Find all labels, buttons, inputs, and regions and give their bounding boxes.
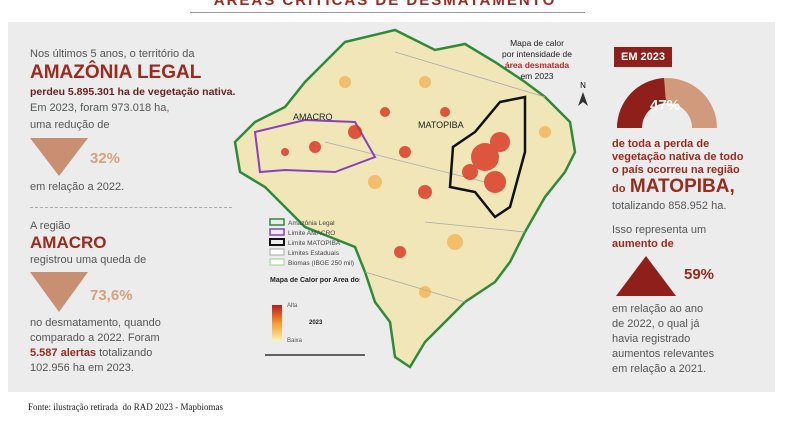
text: totalizando [99,347,153,359]
triangle-up [616,256,676,296]
half-donut: 47% [616,78,717,128]
heading: AMAZÔNIA LEGAL [30,62,202,83]
text: no desmatamento, quando [30,317,161,329]
text: em relação a 2021. [612,363,707,375]
text: totalizando 858.952 ha. [612,200,727,212]
text: registrou uma queda de [30,254,147,266]
north: N [580,81,586,90]
legend-label: Biomas (IBGE 250 mil) [288,260,354,267]
text: vegetação nativa de todo [612,151,744,163]
heat-low: Baixa [287,338,303,344]
map-label: MATOPIBA [418,120,464,130]
footer: Fonte: ilustração retirada do RAD 2023 -… [28,402,223,412]
percent: 32% [90,150,121,167]
annotation: por intensidade de [502,49,572,59]
percent: 59% [684,266,715,283]
heat-legend-title: Mapa de Calor por Área dos Alertas [270,277,360,284]
text: uma redução de [30,119,110,131]
text: Nos últimos 5 anos, o território da [30,48,195,60]
text: aumentos relevantes [612,348,715,360]
text: de toda a perda de [612,138,710,150]
heat-high: Alta [287,303,298,309]
annotation: área desmatada [505,60,570,70]
legend-label: Amazônia Legal [288,220,335,227]
map-label: AMACRO [293,112,333,122]
annotation: Mapa de calor [510,38,564,48]
text: perdeu 5.895.301 ha de vegetação nativa. [30,86,236,98]
text: do [612,183,626,195]
divider [30,207,232,208]
text: o país ocorreu na região [612,164,740,176]
text: comparado a 2022. Foram [30,332,160,344]
title: ÁREAS CRÍTICAS DE DESMATAMENTO [213,0,557,9]
text: em relação ao ano [612,303,704,315]
heading: MATOPIBA, [629,176,735,197]
heading: AMACRO [30,233,107,252]
annotation: em 2023 [520,71,553,81]
text: A região [30,220,71,232]
title-rule [190,12,585,13]
text: de 2022, o qual já [612,318,700,330]
percent: 73,6% [90,287,133,304]
legend-label: Limites Estaduais [288,250,340,257]
badge: EM 2023 [614,47,672,67]
triangle-down [30,138,88,176]
highlight: aumento de [612,238,674,250]
highlight: 5.587 alertas [30,347,97,359]
text: em relação a 2022. [30,181,125,193]
triangle-down [30,272,88,312]
legend-label: Limite MATOPIBA [288,240,341,247]
legend-label: Limite AMACRO [288,230,335,237]
text: Em 2023, foram 973.018 ha, [30,102,170,114]
heat-year: 2023 [309,320,323,326]
text: 102.956 ha em 2023. [30,362,134,374]
map: AMACRO MATOPIBA Mapa de calor por intens… [233,28,588,369]
text: havia registrado [612,333,691,345]
text: Isso representa um [612,224,707,236]
percent: 47% [650,97,680,114]
